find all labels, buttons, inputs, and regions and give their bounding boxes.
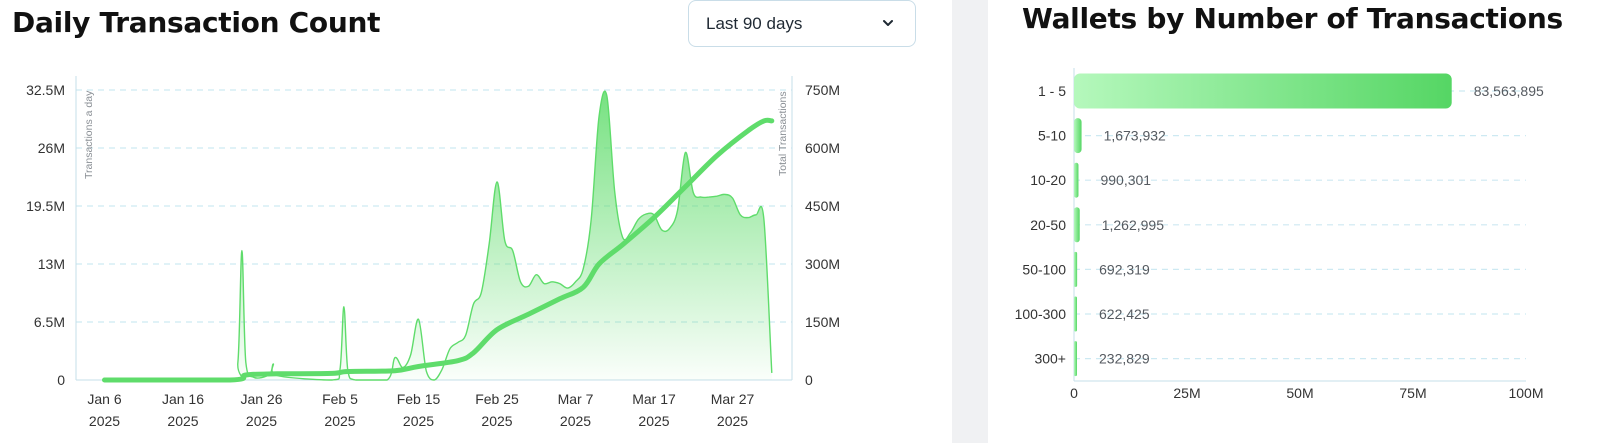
x-tick-label: Mar 17 — [632, 391, 676, 407]
daily-transaction-title: Daily Transaction Count — [12, 6, 381, 39]
wallet-bar — [1074, 207, 1080, 243]
y-left-tick-label: 0 — [57, 372, 65, 388]
y-right-tick-label: 150M — [805, 314, 840, 330]
y-right-tick-label: 0 — [805, 372, 813, 388]
y-left-tick-label: 19.5M — [26, 198, 65, 214]
daily-transactions-line — [104, 90, 773, 381]
y-right-axis-title: Total Transactions — [777, 91, 789, 176]
bar-value-label: 83,563,895 — [1474, 83, 1544, 99]
date-range-select[interactable]: Last 90 days — [688, 0, 916, 47]
y-left-axis-title: Transactions a day — [83, 90, 95, 179]
x-tick-year-label: 2025 — [638, 413, 669, 429]
wallet-bar — [1074, 118, 1082, 154]
daily-transaction-panel: Daily Transaction Count Last 90 days 0 6.… — [12, 0, 916, 429]
x-tick-label: Feb 25 — [475, 391, 519, 407]
y-right-tick-label: 600M — [805, 140, 840, 156]
y-right-tick-label: 300M — [805, 256, 840, 272]
wallet-bar — [1074, 341, 1077, 377]
wallets-title: Wallets by Number of Transactions — [1022, 2, 1563, 35]
bar-x-tick-label: 0 — [1070, 385, 1078, 401]
y-left-tick-label: 6.5M — [34, 314, 65, 330]
wallets-panel: Wallets by Number of Transactions 1 - 5 8… — [988, 0, 1600, 443]
bar-value-label: 622,425 — [1099, 306, 1150, 322]
bar-value-label: 990,301 — [1100, 172, 1151, 188]
daily-transactions-area — [104, 91, 772, 380]
bar-value-label: 692,319 — [1099, 261, 1150, 277]
bar-category-label: 100-300 — [1015, 306, 1067, 322]
bar-x-tick-label: 50M — [1286, 385, 1313, 401]
x-tick-year-label: 2025 — [167, 413, 198, 429]
daily-transaction-chart: 0 6.5M 13M 19.5M 26M 32.5M 0 150M 300M 450M 600M 75… — [26, 76, 840, 429]
x-tick-label: Mar 27 — [711, 391, 755, 407]
bar-x-tick-label: 25M — [1173, 385, 1200, 401]
date-range-value: Last 90 days — [706, 14, 803, 33]
wallet-bar — [1074, 296, 1077, 332]
bar-category-label: 1 - 5 — [1038, 83, 1066, 99]
x-tick-label: Mar 7 — [558, 391, 594, 407]
y-right-tick-label: 750M — [805, 82, 840, 98]
wallet-bar — [1074, 251, 1078, 287]
x-tick-year-label: 2025 — [403, 413, 434, 429]
bar-value-label: 232,829 — [1099, 351, 1150, 367]
y-left-tick-label: 32.5M — [26, 82, 65, 98]
wallets-bar-chart: 1 - 5 83,563,895 5-10 1,673,932 10-20 990,301… — [1015, 68, 1544, 401]
bar-x-tick-label: 100M — [1508, 385, 1543, 401]
wallet-bar — [1074, 73, 1452, 109]
x-tick-year-label: 2025 — [717, 413, 748, 429]
bar-category-label: 5-10 — [1038, 128, 1066, 144]
x-tick-year-label: 2025 — [560, 413, 591, 429]
x-tick-label: Jan 6 — [87, 391, 121, 407]
total-transactions-line — [102, 117, 775, 383]
bar-category-label: 50-100 — [1022, 261, 1066, 277]
y-right-tick-label: 450M — [805, 198, 840, 214]
x-tick-year-label: 2025 — [481, 413, 512, 429]
panel-divider — [952, 0, 988, 443]
x-tick-year-label: 2025 — [324, 413, 355, 429]
x-tick-year-label: 2025 — [89, 413, 120, 429]
x-tick-year-label: 2025 — [246, 413, 277, 429]
x-tick-label: Feb 15 — [397, 391, 441, 407]
bar-value-label: 1,262,995 — [1102, 217, 1164, 233]
bar-category-label: 300+ — [1034, 351, 1066, 367]
x-tick-label: Jan 16 — [162, 391, 204, 407]
x-tick-label: Feb 5 — [322, 391, 358, 407]
chevron-down-icon — [883, 20, 893, 26]
bar-category-label: 10-20 — [1030, 172, 1066, 188]
bar-category-label: 20-50 — [1030, 217, 1066, 233]
bar-x-tick-label: 75M — [1399, 385, 1426, 401]
wallet-bar — [1074, 162, 1079, 198]
bar-value-label: 1,673,932 — [1104, 128, 1166, 144]
x-tick-label: Jan 26 — [240, 391, 282, 407]
y-left-tick-label: 13M — [38, 256, 65, 272]
y-left-tick-label: 26M — [38, 140, 65, 156]
